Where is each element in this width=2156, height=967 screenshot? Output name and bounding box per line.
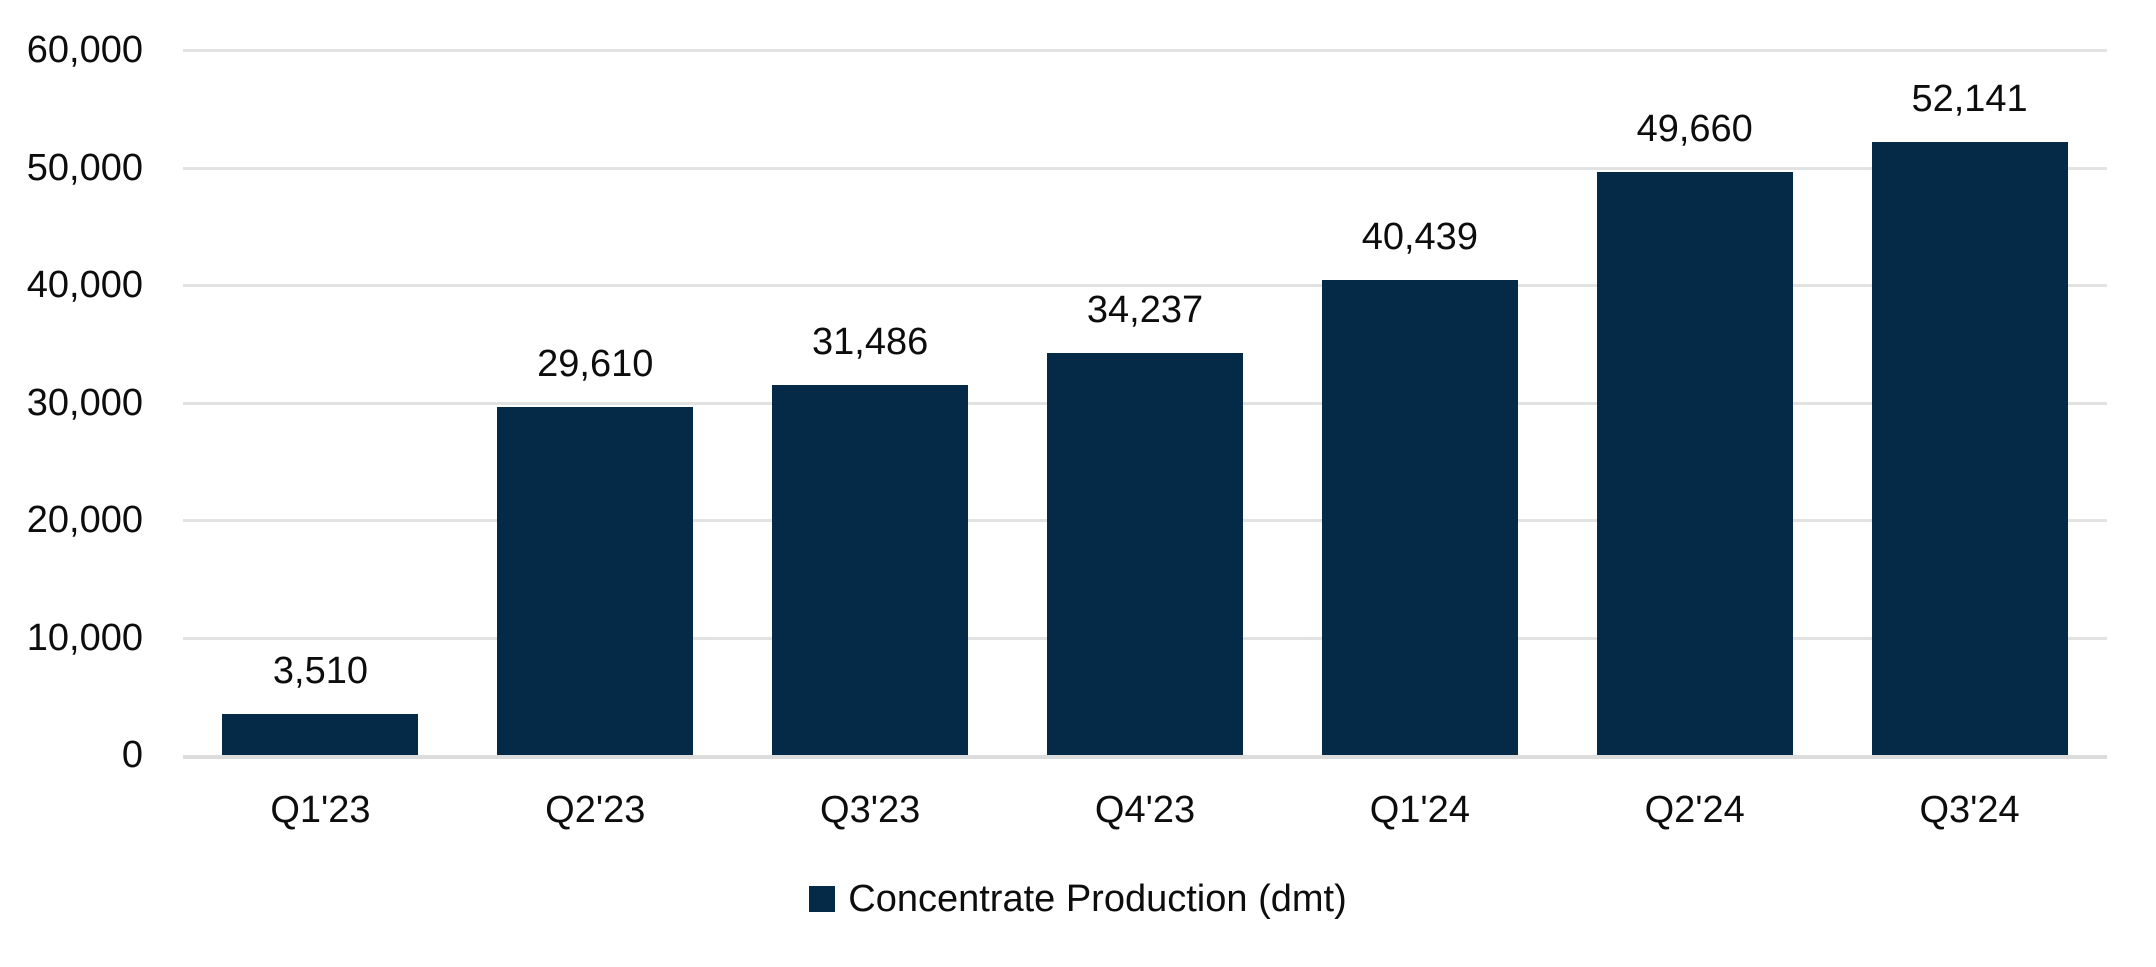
x-axis-category-label-q1-24: Q1'24: [1369, 789, 1470, 831]
legend: Concentrate Production (dmt): [0, 876, 2156, 922]
x-axis-category-label-q4-23: Q4'23: [1094, 789, 1196, 831]
bar-q2-24: [1596, 171, 1793, 755]
x-axis-category-label-q1-23: Q1'23: [270, 789, 371, 831]
bar-q3-24: [1871, 142, 2068, 755]
y-axis-tick-label: 0: [121, 734, 143, 776]
bar-value-label-q4-23: 34,237: [1086, 288, 1204, 331]
y-axis-tick-label: 60,000: [26, 29, 143, 71]
bar-value-label-q3-24: 52,141: [1911, 78, 2028, 121]
y-axis-tick-label: 40,000: [26, 264, 143, 306]
y-axis-tick-label: 20,000: [26, 499, 143, 541]
gridline: [183, 49, 2107, 52]
gridline: [183, 284, 2107, 287]
legend-label: Concentrate Production (dmt): [848, 878, 1347, 920]
plot-area: 3,510 29,610 31,486 34,237 40,439 49,660 52,14…: [183, 49, 2107, 759]
bar-value-label-q3-23: 31,486: [812, 321, 929, 364]
x-axis-category-label-q3-23: Q3'23: [820, 789, 921, 831]
bar-q2-23: [497, 407, 694, 755]
bar-value-label-q2-23: 29,610: [537, 343, 654, 386]
bar-q1-24: [1321, 279, 1518, 755]
y-axis-tick-label: 50,000: [26, 146, 143, 189]
legend-swatch-icon: [809, 886, 836, 912]
bar-q4-23: [1047, 352, 1243, 755]
bar-value-label-q2-24: 49,660: [1636, 107, 1753, 150]
bar-q3-23: [772, 385, 969, 755]
gridline: [183, 166, 2107, 170]
bar-value-label-q1-24: 40,439: [1361, 215, 1478, 258]
x-axis-category-label-q2-23: Q2'23: [545, 789, 646, 831]
y-axis-tick-label: 10,000: [26, 616, 143, 659]
x-axis-line: [183, 755, 2107, 759]
x-axis-category-label-q2-24: Q2'24: [1644, 789, 1745, 831]
x-axis-category-label-q3-24: Q3'24: [1919, 789, 2020, 831]
bar-value-label-q1-23: 3,510: [272, 649, 368, 692]
bar-q1-23: [222, 713, 419, 755]
y-axis-tick-label: 30,000: [26, 381, 143, 424]
